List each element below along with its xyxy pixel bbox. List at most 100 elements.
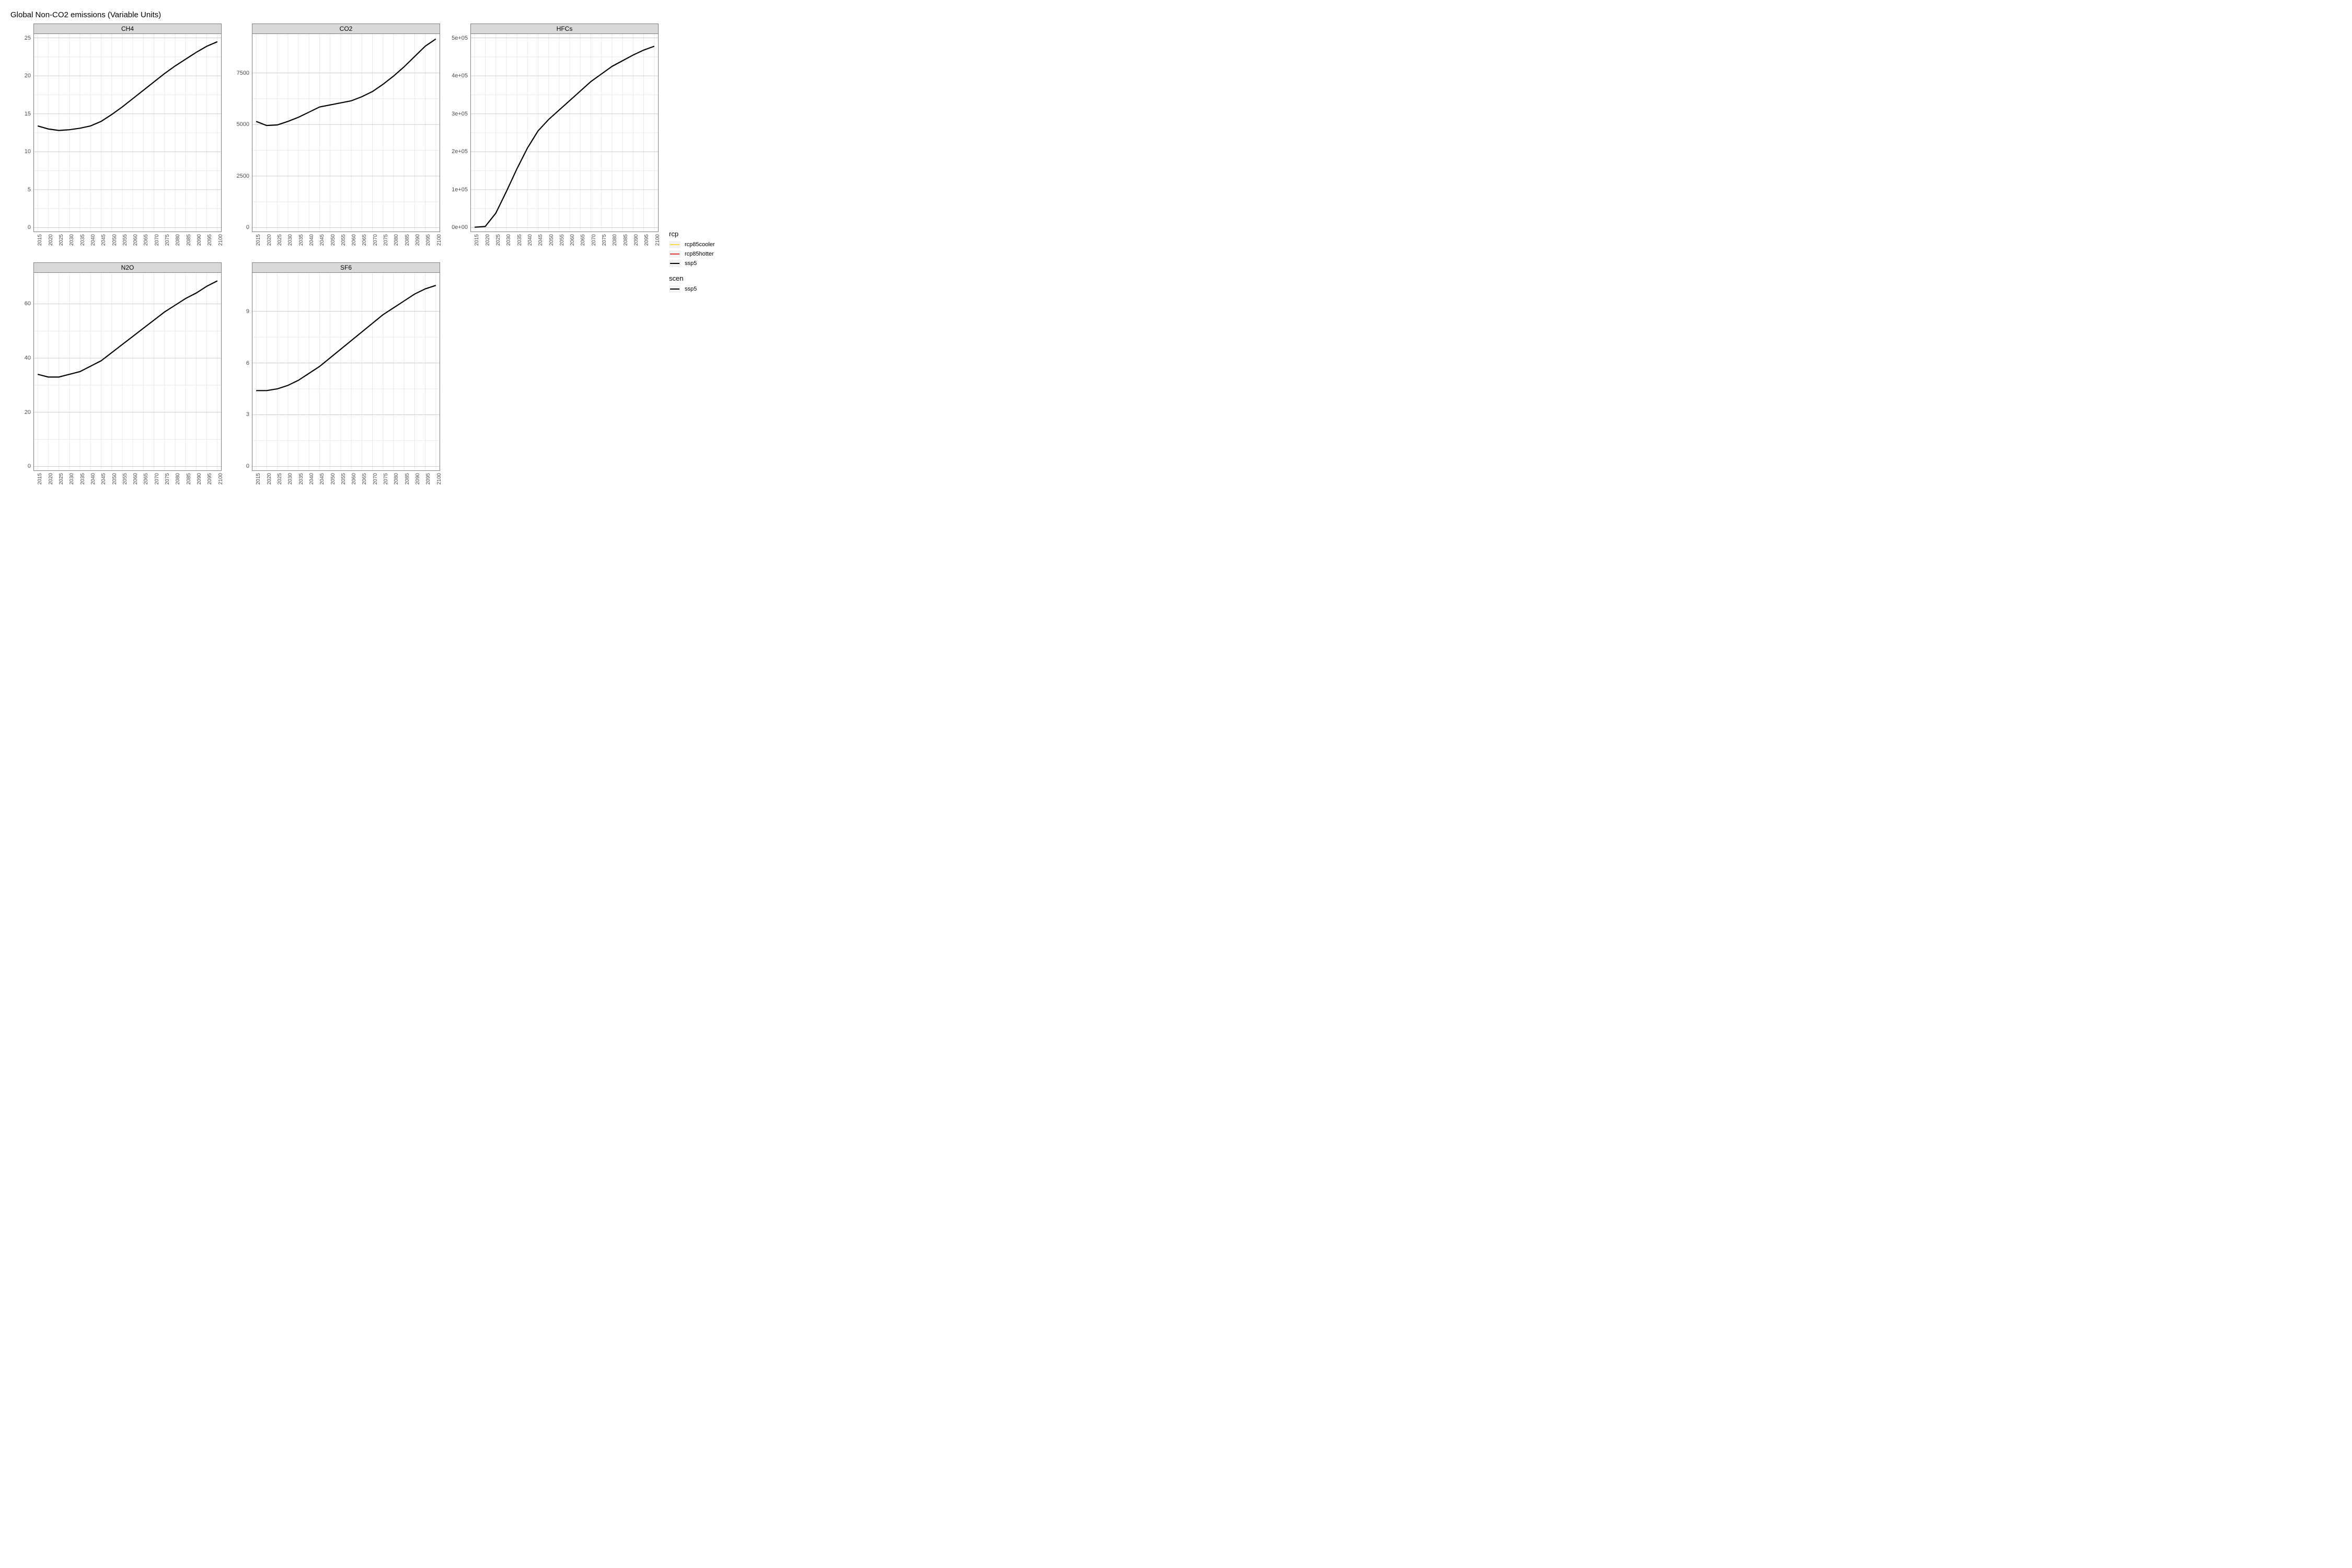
page-title: Global Non-CO2 emissions (Variable Units…	[10, 10, 2342, 19]
series-ssp5	[256, 285, 436, 390]
x-tick-label: 2030	[69, 473, 75, 485]
y-tick-label: 20	[25, 409, 31, 416]
x-axis: 2015202020252030203520402045205020552060…	[252, 232, 440, 255]
x-tick-label: 2095	[207, 234, 213, 246]
x-tick-label: 2040	[90, 234, 96, 246]
x-tick-label: 2070	[154, 473, 160, 485]
x-tick-label: 2090	[197, 234, 202, 246]
legend-rcp-title: rcp	[669, 230, 714, 238]
y-tick-label: 0	[246, 224, 249, 230]
x-tick-label: 2035	[80, 234, 86, 246]
legend-item: rcp85cooler	[669, 241, 714, 248]
x-tick-label: 2085	[405, 473, 410, 485]
y-tick-label: 0e+00	[452, 224, 468, 230]
x-tick-label: 2080	[394, 473, 399, 485]
x-tick-label: 2035	[517, 234, 523, 246]
legend-label: rcp85hotter	[685, 251, 714, 257]
x-tick-label: 2045	[319, 234, 325, 246]
x-tick-label: 2100	[655, 234, 661, 246]
x-tick-label: 2060	[570, 234, 575, 246]
x-tick-label: 2085	[186, 234, 192, 246]
legend-item: ssp5	[669, 260, 714, 267]
x-tick-label: 2100	[218, 234, 224, 246]
y-tick-label: 6	[246, 360, 249, 366]
x-tick-label: 2060	[133, 473, 139, 485]
x-tick-label: 2065	[580, 234, 586, 246]
x-tick-label: 2060	[133, 234, 139, 246]
x-tick-label: 2045	[319, 473, 325, 485]
x-tick-label: 2085	[405, 234, 410, 246]
legend-swatch	[669, 250, 681, 258]
y-tick-label: 2e+05	[452, 148, 468, 155]
plot-area: 0250050007500	[252, 33, 440, 232]
y-tick-label: 3e+05	[452, 111, 468, 117]
x-tick-label: 2050	[112, 234, 118, 246]
y-tick-label: 5	[28, 187, 31, 193]
y-tick-label: 20	[25, 73, 31, 79]
x-tick-label: 2050	[330, 234, 336, 246]
y-tick-label: 1e+05	[452, 187, 468, 193]
x-tick-label: 2070	[373, 234, 378, 246]
x-tick-label: 2090	[197, 473, 202, 485]
plot-area: 0369	[252, 272, 440, 471]
x-tick-label: 2100	[218, 473, 224, 485]
panel-strip-label: N2O	[33, 262, 222, 272]
y-tick-label: 5000	[237, 121, 249, 128]
x-tick-label: 2045	[538, 234, 544, 246]
x-tick-label: 2065	[362, 473, 367, 485]
x-tick-label: 2095	[207, 473, 213, 485]
legend: rcp rcp85cooler rcp85hotter ssp5 scen ssp5	[669, 223, 714, 295]
x-tick-label: 2025	[277, 473, 283, 485]
x-tick-label: 2055	[341, 234, 347, 246]
y-tick-label: 15	[25, 111, 31, 117]
y-tick-label: 10	[25, 148, 31, 155]
y-tick-label: 3	[246, 411, 249, 418]
x-tick-label: 2030	[506, 234, 512, 246]
plot-area: 0e+001e+052e+053e+054e+055e+05	[470, 33, 659, 232]
x-tick-label: 2015	[37, 473, 43, 485]
legend-label: ssp5	[685, 286, 697, 292]
x-tick-label: 2050	[112, 473, 118, 485]
x-tick-label: 2015	[256, 473, 261, 485]
x-tick-label: 2060	[351, 234, 357, 246]
x-tick-label: 2055	[559, 234, 565, 246]
x-tick-label: 2055	[122, 473, 128, 485]
x-tick-label: 2095	[425, 234, 431, 246]
x-tick-label: 2075	[383, 473, 389, 485]
x-tick-label: 2075	[165, 473, 170, 485]
x-axis: 2015202020252030203520402045205020552060…	[33, 471, 222, 494]
legend-label: ssp5	[685, 260, 697, 267]
y-tick-label: 60	[25, 301, 31, 307]
panel: SF60369201520202025203020352040204520502…	[229, 262, 440, 494]
x-tick-label: 2045	[101, 473, 107, 485]
x-tick-label: 2075	[383, 234, 389, 246]
x-tick-label: 2025	[59, 473, 64, 485]
x-tick-label: 2030	[287, 234, 293, 246]
y-tick-label: 5e+05	[452, 35, 468, 41]
y-tick-label: 0	[246, 463, 249, 469]
x-tick-label: 2020	[48, 473, 54, 485]
x-tick-label: 2090	[415, 473, 421, 485]
x-tick-label: 2080	[175, 473, 181, 485]
x-tick-label: 2090	[633, 234, 639, 246]
x-tick-label: 2020	[48, 234, 54, 246]
x-tick-label: 2080	[612, 234, 618, 246]
x-tick-label: 2015	[256, 234, 261, 246]
x-tick-label: 2030	[69, 234, 75, 246]
x-tick-label: 2050	[549, 234, 555, 246]
x-tick-label: 2040	[309, 473, 315, 485]
x-tick-label: 2035	[298, 473, 304, 485]
panel-grid: CH40510152025201520202025203020352040204…	[10, 24, 659, 494]
legend-scen-title: scen	[669, 274, 714, 282]
x-tick-label: 2015	[474, 234, 480, 246]
x-tick-label: 2020	[267, 473, 272, 485]
panel: N2O0204060201520202025203020352040204520…	[10, 262, 222, 494]
x-tick-label: 2070	[154, 234, 160, 246]
x-tick-label: 2025	[59, 234, 64, 246]
x-tick-label: 2025	[277, 234, 283, 246]
x-tick-label: 2070	[373, 473, 378, 485]
y-tick-label: 25	[25, 35, 31, 41]
legend-swatch	[669, 241, 681, 248]
legend-item: rcp85hotter	[669, 250, 714, 258]
x-tick-label: 2065	[362, 234, 367, 246]
